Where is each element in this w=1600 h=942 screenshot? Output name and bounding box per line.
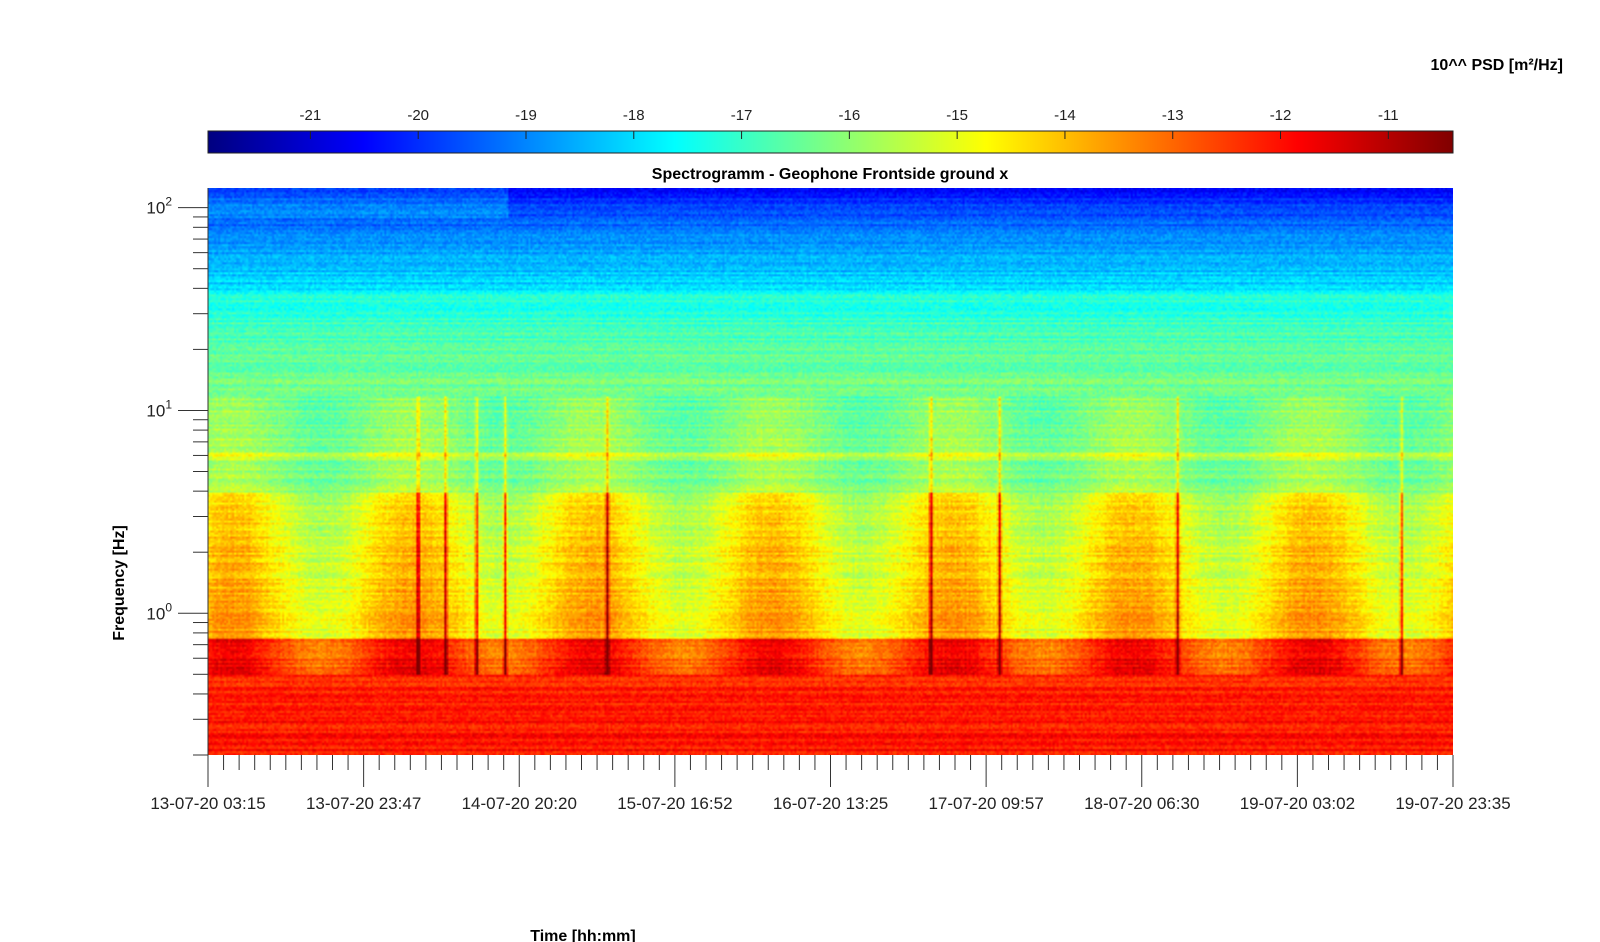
spectrogram-heatmap — [208, 188, 1453, 755]
y-tick-label: 100 — [146, 600, 172, 623]
y-tick-label: 102 — [146, 195, 172, 218]
x-axis: 13-07-20 03:15 13-07-20 23:47 14-07-20 20:… — [150, 755, 1511, 813]
x-tick-label: 19-07-20 23:35 — [1395, 794, 1510, 813]
chart-title: Spectrogramm - Geophone Frontside ground… — [652, 166, 1009, 183]
x-tick-label: 19-07-20 03:02 — [1240, 794, 1355, 813]
colorbar: -21 -20 -19 -18 -17 -16 -15 -14 -13 -12 -11 — [207, 107, 1454, 154]
colorbar-gradient — [207, 130, 1454, 154]
colorbar-tick-label: -21 — [300, 107, 322, 124]
x-tick-label: 16-07-20 13:25 — [773, 794, 888, 813]
colorbar-tick-label: -14 — [1054, 107, 1076, 124]
x-tick-label: 18-07-20 06:30 — [1084, 794, 1199, 813]
y-axis: 100 101 102 — [146, 188, 209, 756]
y-axis-label: Frequency [Hz] — [111, 525, 128, 641]
colorbar-tick-label: -17 — [731, 107, 753, 124]
colorbar-tick-label: -19 — [515, 107, 537, 124]
colorbar-tick-label: -16 — [839, 107, 861, 124]
colorbar-label: 10^^ PSD [m²/Hz] — [1431, 57, 1563, 74]
colorbar-ticks: -21 -20 -19 -18 -17 -16 -15 -14 -13 -12 -11 — [300, 107, 1399, 139]
colorbar-tick-label: -13 — [1162, 107, 1184, 124]
x-tick-label: 13-07-20 23:47 — [306, 794, 421, 813]
x-tick-label: 14-07-20 20:20 — [462, 794, 577, 813]
colorbar-tick-label: -11 — [1378, 107, 1399, 124]
colorbar-tick-label: -18 — [623, 107, 645, 124]
x-tick-label: 15-07-20 16:52 — [617, 794, 732, 813]
colorbar-tick-label: -20 — [407, 107, 429, 124]
colorbar-tick-label: -15 — [946, 107, 968, 124]
colorbar-tick-label: -12 — [1270, 107, 1292, 124]
plot-area: 100 101 102 13-07-20 03:15 13-07-20 23:47 14… — [146, 188, 1511, 813]
x-tick-label: 17-07-20 09:57 — [928, 794, 1043, 813]
x-axis-label: Time [hh:mm] — [530, 928, 635, 942]
x-tick-label: 13-07-20 03:15 — [150, 794, 265, 813]
y-tick-label: 101 — [146, 397, 172, 420]
